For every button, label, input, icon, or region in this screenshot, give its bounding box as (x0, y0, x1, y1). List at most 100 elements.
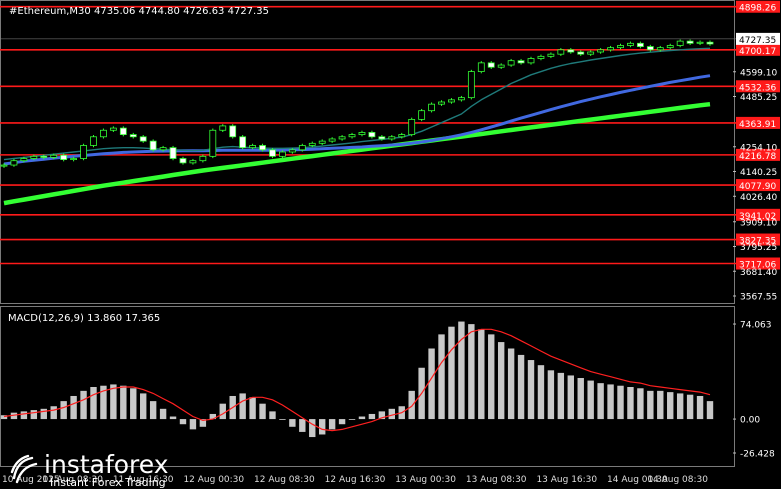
macd-bar (517, 354, 525, 420)
macd-bar (10, 412, 18, 420)
time-label: 13 Aug 08:30 (466, 475, 527, 485)
ma-slow-line (3, 101, 711, 206)
macd-bar (120, 385, 127, 420)
macd-bar (50, 406, 57, 420)
macd-bar (70, 395, 77, 420)
candle-body (696, 41, 704, 44)
instaforex-logo-icon (10, 454, 38, 484)
macd-bar (40, 408, 47, 420)
macd-bar (90, 387, 97, 420)
macd-bar (199, 419, 207, 427)
level-label: 4077.90 (739, 182, 776, 192)
macd-bar (428, 348, 435, 420)
price-tick-label: 4026.40 (740, 193, 777, 203)
candle-body (428, 103, 435, 112)
level-label: 4363.91 (739, 120, 776, 130)
candle-body (149, 140, 157, 151)
candle-body (10, 160, 18, 166)
macd-bar (269, 411, 276, 420)
logo-tagline: Instant Forex Trading (50, 476, 166, 489)
candle-body (259, 145, 266, 151)
candle-body (537, 55, 545, 59)
price-tick-label: 3681.40 (740, 268, 777, 278)
candle-body (20, 158, 28, 162)
candle-body (139, 136, 147, 142)
macd-signal-line (3, 328, 711, 432)
macd-bar (249, 397, 256, 420)
candle-body (527, 58, 535, 64)
macd-bar (219, 403, 226, 420)
candle-body (169, 147, 177, 159)
time-label: 13 Aug 00:30 (395, 475, 456, 485)
macd-bar (647, 390, 654, 420)
time-label: 14 Aug 08:30 (647, 475, 708, 485)
macd-bar (30, 410, 38, 420)
candle-body (219, 125, 227, 131)
candle-body (577, 51, 585, 55)
level-label: 3827.35 (739, 237, 776, 247)
candle-body (328, 138, 336, 142)
candle-body (706, 41, 714, 45)
macd-bar (537, 365, 545, 420)
macd-tick-label: -26.428 (740, 449, 775, 459)
macd-bar (706, 401, 714, 420)
time-label: 12 Aug 16:30 (325, 475, 386, 485)
candle-body (597, 49, 605, 53)
level-tag (736, 257, 780, 270)
level-tag (736, 80, 780, 93)
macd-bar (100, 385, 107, 420)
macd-bar (577, 378, 584, 420)
macd-bar (468, 324, 475, 420)
candle-body (408, 118, 416, 136)
macd-bar (358, 416, 366, 420)
ma-mid-line (3, 74, 711, 166)
price-tick-label: 4599.10 (740, 68, 777, 78)
candle-body (100, 129, 107, 138)
time-label: 12 Aug 08:30 (254, 475, 315, 485)
macd-bar (279, 419, 286, 420)
candle-body (656, 47, 664, 51)
macd-bar (686, 394, 694, 420)
candle-body (378, 136, 386, 140)
candle-body (40, 155, 48, 158)
current-price-label: 4727.35 (739, 36, 776, 46)
candle-body (60, 154, 68, 161)
candle-body (50, 154, 58, 158)
macd-bar (149, 401, 157, 420)
macd-bar (179, 419, 187, 425)
macd-bar (289, 419, 296, 427)
candle-body (209, 129, 217, 157)
level-tag (736, 148, 780, 161)
candle-body (308, 142, 316, 146)
macd-bar (587, 380, 594, 420)
macd-bar (557, 372, 565, 420)
macd-bar (20, 411, 28, 420)
macd-bar (567, 375, 574, 420)
candle-body (80, 145, 87, 159)
candle-body (159, 147, 167, 151)
candle-body (298, 145, 306, 151)
macd-bar (169, 416, 177, 420)
candle-body (279, 151, 286, 157)
candle-body (487, 62, 495, 68)
time-label: 11 Aug 08:30 (42, 475, 103, 485)
level-tag (736, 233, 780, 246)
macd-bar (657, 390, 664, 420)
level-label: 3941.02 (739, 212, 776, 222)
candle-body (477, 62, 485, 72)
macd-bar (637, 388, 644, 420)
macd-bar (497, 342, 505, 420)
candle-body (318, 140, 326, 144)
candle-body (398, 134, 406, 138)
candle-body (517, 60, 525, 64)
time-label: 14 Aug 00:30 (607, 475, 668, 485)
candle-body (338, 136, 346, 140)
macd-bar (130, 388, 137, 420)
candle-body (418, 110, 426, 120)
macd-bar (60, 401, 67, 420)
candle-body (288, 149, 296, 153)
macd-bar (507, 348, 515, 420)
macd-bar (696, 395, 704, 420)
candle-body (119, 127, 127, 136)
